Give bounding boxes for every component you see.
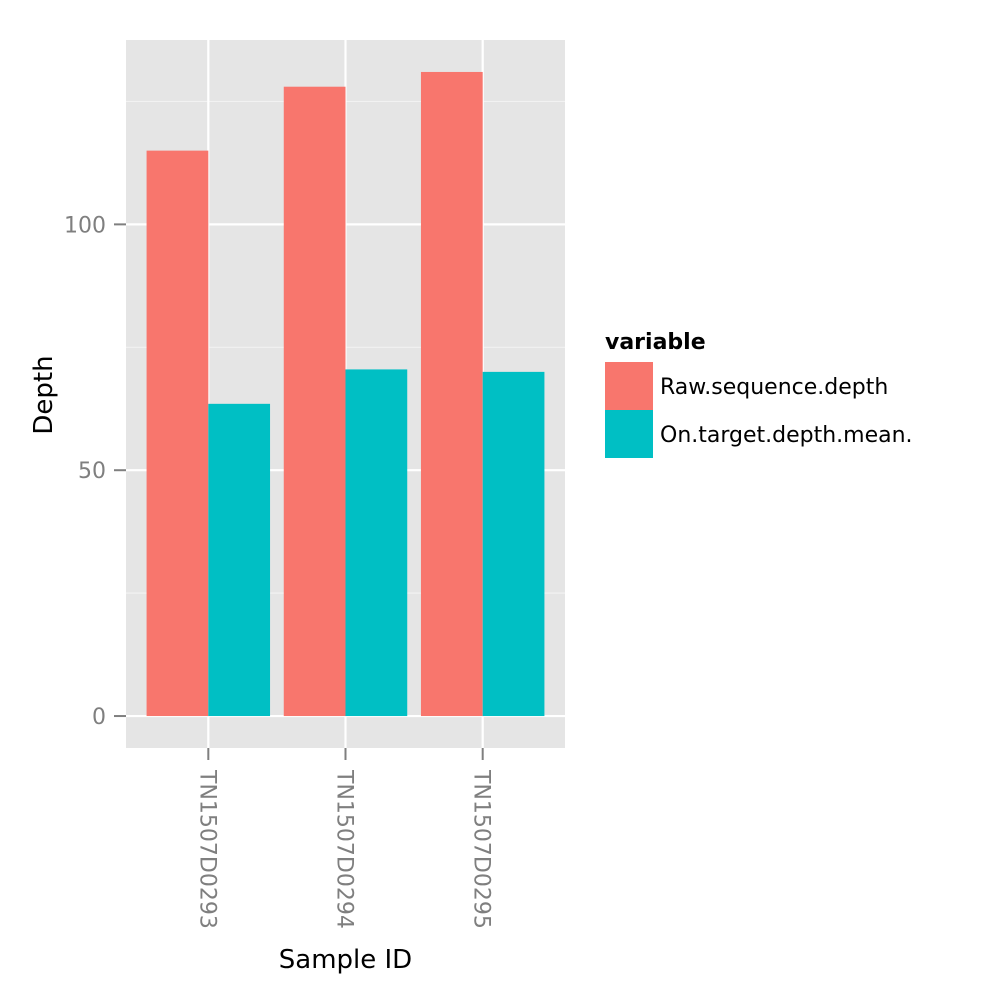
- legend-title: variable: [605, 330, 706, 355]
- bar-raw-sequence-depth-tn1507d0295: [420, 71, 483, 717]
- x-tick-label: TN1507D0294: [332, 769, 357, 929]
- y-tick-label: 100: [64, 213, 106, 238]
- x-tick-label: TN1507D0293: [194, 769, 219, 929]
- legend: variable Raw.sequence.depth On.target.de…: [605, 330, 913, 458]
- legend-label-on-target-depth-mean: On.target.depth.mean.: [660, 423, 913, 448]
- bar-raw-sequence-depth-tn1507d0293: [146, 150, 209, 717]
- legend-key-on-target-depth-mean: [605, 410, 653, 458]
- bar-on-target-depth-mean-tn1507d0294: [345, 369, 408, 717]
- legend-key-raw-sequence-depth: [605, 362, 653, 410]
- bars: [146, 71, 545, 717]
- bar-on-target-depth-mean-tn1507d0293: [208, 403, 271, 717]
- bar-on-target-depth-mean-tn1507d0295: [482, 371, 545, 717]
- y-tick-label: 0: [92, 705, 106, 730]
- y-axis: 0 50 100: [64, 213, 126, 730]
- y-axis-title: Depth: [29, 355, 59, 434]
- x-axis-title: Sample ID: [279, 945, 412, 975]
- bar-raw-sequence-depth-tn1507d0294: [283, 86, 346, 717]
- y-tick-label: 50: [78, 459, 106, 484]
- legend-label-raw-sequence-depth: Raw.sequence.depth: [660, 375, 888, 400]
- x-tick-label: TN1507D0295: [469, 769, 494, 929]
- x-axis: TN1507D0293 TN1507D0294 TN1507D0295: [194, 748, 494, 929]
